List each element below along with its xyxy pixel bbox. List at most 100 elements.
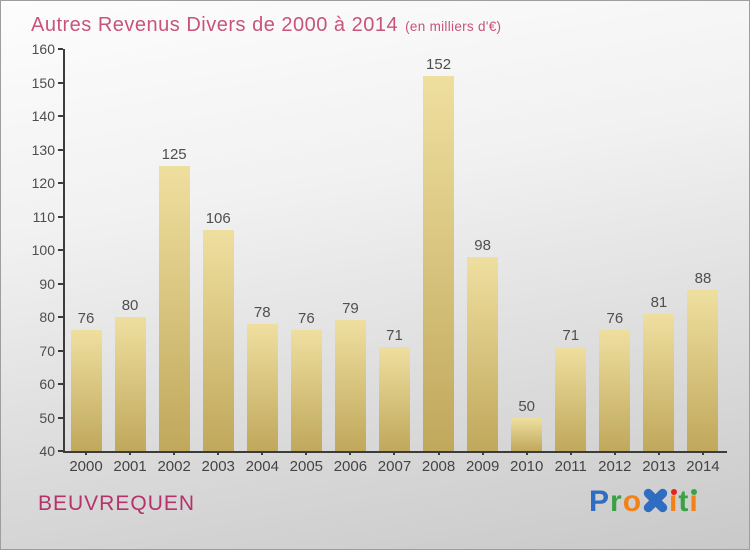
x-cross-icon	[643, 488, 668, 513]
x-tick-mark	[173, 451, 176, 455]
proxiti-logo: Pro ı tı	[589, 485, 699, 519]
x-tick-mark	[481, 451, 484, 455]
bar-value-label: 88	[694, 270, 712, 288]
bar	[511, 417, 543, 451]
bar	[467, 256, 499, 451]
y-tick-label: 150	[31, 74, 55, 91]
logo-letter-dot	[691, 489, 698, 495]
bar	[334, 320, 366, 451]
bar-value-label: 76	[77, 310, 95, 328]
bar	[643, 313, 675, 451]
logo-letter: t	[678, 485, 690, 518]
bar	[202, 229, 234, 451]
logo-letter: o	[622, 485, 643, 518]
bar-value-label: 79	[342, 300, 359, 318]
logo-letter-dot	[670, 489, 677, 495]
x-tick-mark	[437, 451, 440, 455]
bar-value-label: 98	[474, 236, 491, 254]
x-tick-mark	[349, 451, 352, 455]
bar-value-label: 78	[253, 303, 271, 321]
y-tick-mark	[58, 115, 63, 117]
bar	[290, 330, 322, 451]
x-tick-label: 2010	[510, 458, 544, 475]
bar-value-label: 80	[121, 297, 139, 314]
y-tick-mark	[58, 215, 63, 218]
x-tick-mark	[217, 451, 220, 455]
y-tick-mark	[58, 249, 63, 251]
bar	[70, 330, 102, 451]
y-tick-mark	[58, 416, 63, 419]
bar-value-label: 106	[205, 209, 231, 227]
x-tick-mark	[261, 451, 264, 455]
x-tick-label: 2005	[289, 458, 324, 475]
bar	[158, 166, 190, 451]
y-tick-mark	[58, 282, 63, 285]
x-tick-label: 2009	[465, 458, 500, 475]
x-tick-label: 2012	[598, 458, 632, 475]
y-tick-label: 120	[31, 175, 55, 191]
commune-name: BEUVREQUEN	[38, 492, 196, 515]
y-tick-label: 40	[39, 443, 55, 459]
x-tick-mark	[613, 451, 616, 455]
x-tick-label: 2000	[69, 458, 103, 475]
chart-title-text: Autres Revenus Divers de 2000 à 2014	[31, 14, 399, 36]
bar-value-label: 76	[606, 310, 624, 328]
bar	[246, 323, 278, 451]
logo-letter: ı	[669, 485, 679, 518]
y-tick-mark	[58, 48, 63, 50]
x-tick-label: 2008	[421, 458, 456, 475]
bar-value-label: 125	[161, 146, 187, 164]
chart-title-unit: (en milliers d'€)	[405, 19, 502, 34]
y-tick-mark	[58, 148, 63, 151]
bar	[114, 317, 146, 451]
bar-value-label: 50	[518, 397, 536, 415]
x-tick-mark	[701, 451, 704, 455]
bar-value-label: 71	[386, 327, 403, 345]
logo-letter: r	[610, 485, 623, 518]
x-tick-label: 2003	[201, 458, 235, 475]
y-tick-label: 110	[32, 208, 55, 225]
x-tick-mark	[129, 451, 132, 455]
y-tick-label: 50	[39, 409, 55, 426]
y-tick-mark	[58, 81, 63, 84]
x-tick-label: 2006	[333, 458, 368, 475]
chart-title: Autres Revenus Divers de 2000 à 2014 (en …	[31, 14, 501, 37]
y-tick-mark	[58, 182, 63, 184]
x-tick-label: 2011	[554, 458, 587, 475]
x-tick-label: 2007	[377, 458, 412, 475]
x-tick-label: 2002	[157, 458, 191, 475]
y-tick-label: 140	[31, 108, 55, 124]
x-tick-label: 2014	[686, 458, 720, 475]
y-tick-mark	[58, 316, 63, 318]
x-tick-label: 2004	[245, 458, 279, 475]
y-tick-label: 100	[31, 242, 55, 258]
bar-value-label: 152	[426, 55, 452, 73]
x-tick-label: 2001	[113, 458, 147, 475]
bar-value-label: 71	[562, 327, 580, 345]
y-tick-label: 160	[31, 41, 55, 57]
y-tick-mark	[58, 349, 63, 352]
logo-letter: P	[589, 485, 611, 518]
x-tick-mark	[657, 451, 660, 455]
logo-letter: ı	[689, 485, 699, 518]
x-tick-mark	[305, 451, 308, 455]
y-tick-label: 90	[39, 275, 55, 292]
bar	[555, 347, 587, 451]
bar-value-label: 81	[650, 293, 668, 311]
bar	[687, 290, 719, 451]
bar-value-label: 76	[298, 310, 315, 328]
x-tick-mark	[525, 451, 528, 455]
y-tick-label: 70	[39, 342, 55, 359]
bar	[423, 75, 455, 451]
x-tick-mark	[85, 451, 87, 455]
x-tick-mark	[569, 451, 572, 455]
y-tick-mark	[58, 383, 63, 385]
x-tick-label: 2013	[642, 458, 676, 475]
x-tick-mark	[393, 451, 396, 455]
y-tick-label: 130	[31, 141, 55, 158]
bar	[378, 347, 410, 451]
plot-area: 40 50 60 70 80 90 100 110 120 130 140 150 160 76 2000 8…	[32, 41, 727, 475]
y-tick-label: 80	[39, 309, 55, 325]
bar	[599, 330, 631, 451]
